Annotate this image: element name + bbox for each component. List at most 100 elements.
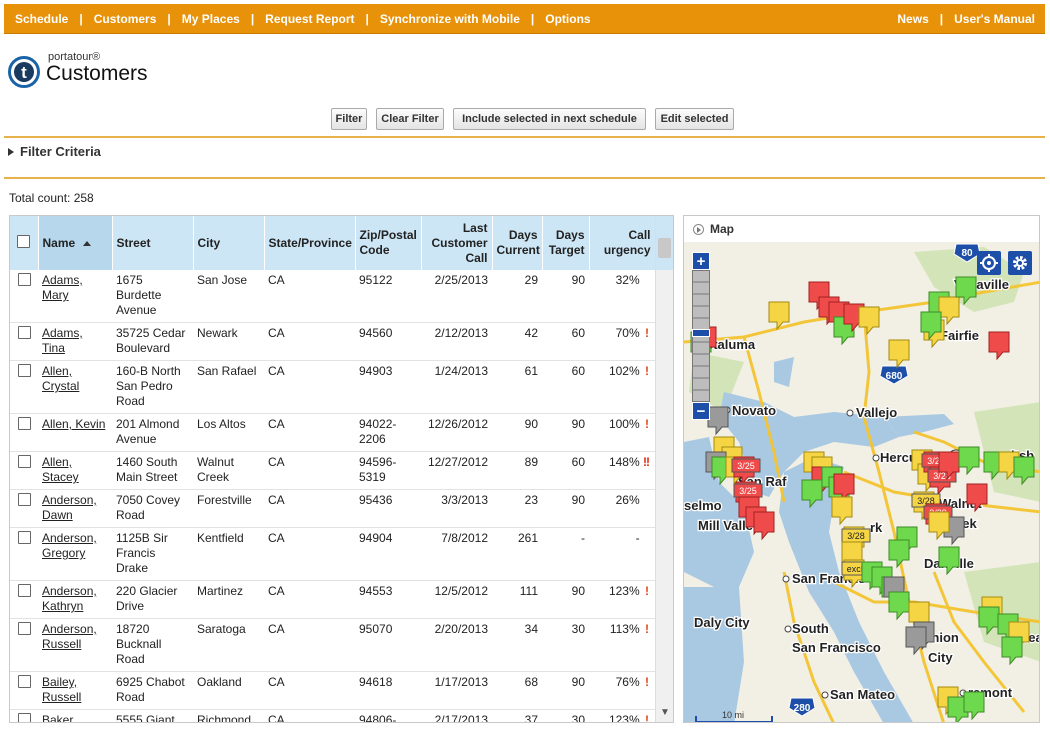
map-marker[interactable] bbox=[978, 606, 1000, 636]
map-marker[interactable] bbox=[920, 311, 942, 341]
map-marker[interactable] bbox=[958, 446, 980, 476]
table-row[interactable]: Baker, Dennis 5555 Giant HighwayRichmondC… bbox=[10, 709, 655, 723]
table-row[interactable]: Adams, Mary 1675 Burdette Avenue San Jose C… bbox=[10, 270, 655, 323]
edit-selected-button[interactable]: Edit selected bbox=[655, 108, 734, 130]
map-marker[interactable] bbox=[938, 546, 960, 576]
nav-schedule[interactable]: Schedule bbox=[15, 11, 69, 26]
col-name-header[interactable]: Name bbox=[38, 216, 113, 270]
table-row[interactable]: Anderson, Russell 18720 Bucknall Road Sara… bbox=[10, 618, 655, 672]
clear-filter-button[interactable]: Clear Filter bbox=[376, 108, 444, 130]
col-last-call-header[interactable]: Last Customer Call bbox=[421, 216, 493, 270]
map-marker[interactable] bbox=[955, 276, 977, 306]
map-marker[interactable] bbox=[707, 406, 729, 436]
customer-name-link[interactable]: Anderson, Kathryn bbox=[42, 584, 97, 613]
map-marker[interactable] bbox=[888, 339, 910, 369]
customer-name-link[interactable]: Allen, Stacey bbox=[42, 455, 79, 484]
row-checkbox[interactable] bbox=[17, 675, 31, 688]
marker-label: 3/25 bbox=[739, 486, 757, 496]
table-row[interactable]: Allen, Crystal 160-B North San Pedro Road… bbox=[10, 360, 655, 414]
map-marker[interactable] bbox=[801, 479, 823, 509]
customer-name-link[interactable]: Adams, Tina bbox=[42, 326, 83, 355]
col-state-header[interactable]: State/Province bbox=[264, 216, 356, 270]
customer-name-link[interactable]: Anderson, Gregory bbox=[42, 531, 97, 560]
customer-name-link[interactable]: Anderson, Russell bbox=[42, 622, 97, 651]
row-checkbox[interactable] bbox=[17, 584, 31, 597]
row-checkbox[interactable] bbox=[17, 364, 31, 377]
map-marker[interactable] bbox=[966, 483, 988, 513]
map-marker[interactable] bbox=[888, 539, 910, 569]
filter-button[interactable]: Filter bbox=[331, 108, 367, 130]
row-select-cell bbox=[10, 671, 38, 710]
table-row[interactable]: Allen, Kevin 201 Almond Avenue Los Altos CA… bbox=[10, 413, 655, 452]
customer-name-link[interactable]: Allen, Kevin bbox=[42, 417, 106, 431]
map-marker[interactable] bbox=[1013, 456, 1035, 486]
nav-request-report[interactable]: Request Report bbox=[265, 11, 355, 26]
map-marker[interactable] bbox=[753, 511, 775, 541]
customer-name-link[interactable]: Baker, Dennis bbox=[42, 713, 77, 723]
nav-synchronize[interactable]: Synchronize with Mobile bbox=[379, 11, 520, 26]
zoom-in-button[interactable]: + bbox=[692, 252, 710, 270]
map-marker[interactable] bbox=[905, 626, 927, 656]
zoom-slider[interactable] bbox=[692, 270, 710, 402]
map-settings-button[interactable] bbox=[1008, 251, 1032, 275]
marker-label: 3/28 bbox=[917, 496, 935, 506]
table-row[interactable]: Anderson, Gregory 1125B Sir Francis Drake… bbox=[10, 527, 655, 581]
row-checkbox[interactable] bbox=[17, 273, 31, 286]
zoom-out-button[interactable]: − bbox=[692, 402, 710, 420]
locate-button[interactable] bbox=[977, 251, 1001, 275]
row-checkbox[interactable] bbox=[17, 531, 31, 544]
row-checkbox[interactable] bbox=[17, 326, 31, 339]
urgency-flag: ! bbox=[645, 675, 649, 689]
nav-news[interactable]: News bbox=[897, 11, 929, 26]
col-street-header[interactable]: Street bbox=[112, 216, 194, 270]
customer-name-link[interactable]: Anderson, Dawn bbox=[42, 493, 97, 522]
customer-name-link[interactable]: Bailey, Russell bbox=[42, 675, 82, 704]
map-marker[interactable] bbox=[888, 591, 910, 621]
zoom-slider-handle[interactable] bbox=[692, 329, 710, 337]
table-row[interactable]: Anderson, Kathryn 220 Glacier Drive Martin… bbox=[10, 580, 655, 619]
customer-name-link[interactable]: Adams, Mary bbox=[42, 273, 83, 302]
nav-options[interactable]: Options bbox=[545, 11, 591, 26]
urgency-flag: ! bbox=[645, 622, 649, 636]
map-marker[interactable] bbox=[768, 301, 790, 331]
row-checkbox[interactable] bbox=[17, 493, 31, 506]
table-row[interactable]: Bailey, Russell 6925 Chabot Road Oakland CA… bbox=[10, 671, 655, 710]
customer-name-link[interactable]: Allen, Crystal bbox=[42, 364, 80, 393]
map-marker[interactable] bbox=[928, 511, 950, 541]
row-select-cell bbox=[10, 322, 38, 361]
scrollbar-thumb[interactable] bbox=[658, 238, 671, 258]
row-checkbox[interactable] bbox=[17, 713, 31, 722]
map-marker[interactable] bbox=[858, 306, 880, 336]
svg-text:680: 680 bbox=[886, 371, 903, 382]
total-count: Total count: 258 bbox=[9, 191, 94, 205]
col-zip-header[interactable]: Zip/Postal Code bbox=[355, 216, 422, 270]
map-marker[interactable] bbox=[988, 331, 1010, 361]
col-urgency-header[interactable]: Call urgency bbox=[589, 216, 656, 270]
row-checkbox[interactable] bbox=[17, 622, 31, 635]
table-row[interactable]: Allen, Stacey 1460 South Main Street Walnu… bbox=[10, 451, 655, 490]
table-row[interactable]: Adams, Tina 35725 Cedar Boulevard Newark CA… bbox=[10, 322, 655, 361]
filter-criteria-toggle[interactable]: Filter Criteria bbox=[8, 144, 101, 159]
row-select-cell bbox=[10, 527, 38, 581]
map-marker[interactable] bbox=[1001, 636, 1023, 666]
map-header[interactable]: Map bbox=[684, 216, 1039, 242]
col-city-header[interactable]: City bbox=[193, 216, 265, 270]
row-checkbox[interactable] bbox=[17, 417, 31, 430]
map-marker[interactable] bbox=[831, 496, 853, 526]
map-marker[interactable] bbox=[963, 691, 985, 721]
scroll-down-icon[interactable]: ▼ bbox=[660, 707, 670, 718]
svg-text:South: South bbox=[792, 621, 829, 636]
nav-users-manual[interactable]: User's Manual bbox=[954, 11, 1035, 26]
col-days-target-header[interactable]: Days Target bbox=[542, 216, 590, 270]
urgency-flag: ! bbox=[645, 417, 649, 431]
col-days-current-header[interactable]: Days Current bbox=[492, 216, 543, 270]
row-checkbox[interactable] bbox=[17, 455, 31, 468]
nav-customers[interactable]: Customers bbox=[93, 11, 157, 26]
nav-my-places[interactable]: My Places bbox=[181, 11, 240, 26]
include-in-schedule-button[interactable]: Include selected in next schedule bbox=[453, 108, 646, 130]
map-canvas[interactable]: Vacaville apa etaluma Fairfie Novato Val… bbox=[684, 242, 1040, 723]
table-scrollbar[interactable]: ▼ bbox=[655, 216, 673, 722]
select-all-checkbox[interactable] bbox=[17, 234, 31, 248]
table-row[interactable]: Anderson, Dawn 7050 Covey Road Forestville… bbox=[10, 489, 655, 528]
